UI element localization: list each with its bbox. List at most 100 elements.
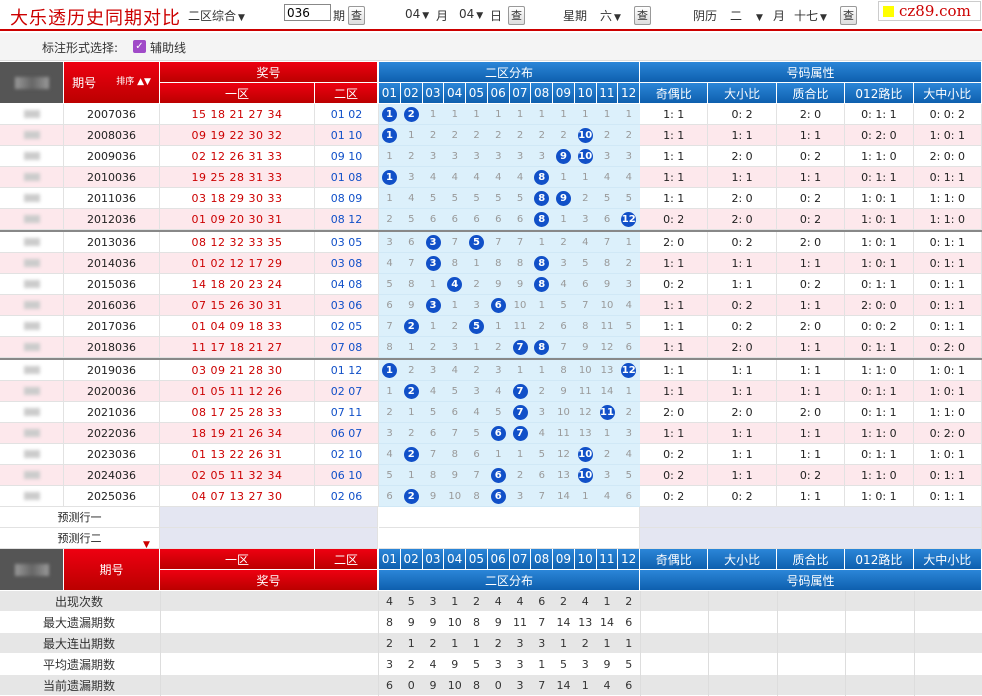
stats-value: 4 [603, 679, 611, 692]
issue-cell: 2016036 [64, 295, 160, 316]
day-label: 日 [490, 9, 503, 23]
miss-count: 1 [603, 109, 611, 120]
miss-count: 3 [560, 258, 567, 269]
stats-value: 9 [603, 658, 611, 671]
miss-count: 2 [625, 130, 632, 141]
miss-count: 1 [516, 109, 524, 120]
stats-value: 14 [556, 616, 571, 629]
distribution-cell: 6 2 9 10 8 6 3 7 14 1 4 6 [379, 486, 640, 507]
avatar [23, 471, 40, 479]
avatar-cell [0, 360, 64, 381]
zone1-footer-header: 一区 [160, 549, 315, 570]
week-query-button[interactable]: 查 [634, 6, 651, 25]
arrow-down-icon[interactable]: ▼ [143, 540, 150, 550]
attr-value: 0: 2 [640, 444, 709, 465]
issue-cell: 2021036 [64, 402, 160, 423]
issue-query-button[interactable]: 查 [348, 6, 365, 25]
attr-header: 大中小比 [913, 83, 982, 104]
miss-count: 6 [625, 491, 632, 502]
hit-ball: 4 [447, 277, 463, 292]
stats-prize-cell [160, 654, 379, 675]
prize-header: 奖号 [160, 62, 378, 83]
miss-count: 2 [560, 237, 567, 248]
issue-input[interactable] [284, 4, 331, 21]
hit-ball: 12 [621, 212, 637, 227]
attr-value: 1: 1 [708, 167, 777, 188]
lunar-month-select[interactable]: 二 ▼ [730, 9, 763, 23]
option-bar: 标注形式选择: ✓ 辅助线 [0, 33, 982, 61]
stats-attr-cell [708, 612, 776, 633]
attr-value: 2: 0 [708, 337, 777, 358]
stats-attr-cell [776, 654, 845, 675]
attribute-footer-header: 号码属性 [640, 570, 982, 591]
lunar-query-button[interactable]: 查 [840, 6, 857, 25]
dist-number-footer: 06 [487, 549, 510, 570]
attr-footer-header: 012路比 [845, 549, 914, 570]
miss-count: 7 [560, 342, 567, 353]
site-logo[interactable]: cz89.com [878, 1, 981, 21]
miss-count: 11 [513, 321, 527, 332]
dist-number-header: 05 [466, 83, 488, 104]
attr-value: 1: 0: 1 [913, 360, 982, 381]
miss-count: 3 [625, 151, 632, 162]
miss-count: 1 [538, 109, 545, 120]
month-select[interactable]: 04 ▼ [405, 7, 430, 21]
miss-count: 2 [408, 428, 415, 439]
miss-count: 2 [625, 258, 632, 269]
avatar-cell [0, 274, 64, 295]
miss-count: 2 [429, 130, 437, 141]
miss-count: 1 [625, 237, 632, 248]
week-select[interactable]: 六 ▼ [600, 9, 621, 23]
table-row: 2021036 08 17 25 28 33 07 11 2 1 5 6 4 5 7 3 10 12 11… [0, 402, 982, 423]
stats-value: 10 [447, 679, 462, 692]
stats-row: 平均遗漏期数 3 2 4 9 5 3 3 1 5 3 9 5 [0, 654, 982, 675]
stats-value: 9 [407, 616, 415, 629]
miss-count: 2 [473, 365, 480, 376]
miss-count: 1 [538, 237, 545, 248]
attr-value: 0: 0: 2 [913, 104, 982, 125]
predict-prize-cell[interactable] [160, 507, 378, 528]
attr-value: 1: 1 [708, 125, 777, 146]
issue-cell: 2015036 [64, 274, 160, 295]
day-select[interactable]: 04 ▼ [459, 7, 484, 21]
hit-ball: 10 [577, 149, 593, 164]
attr-value: 1: 1 [640, 295, 709, 316]
predict-dist-cell[interactable] [379, 528, 640, 549]
dist-number-header: 08 [531, 83, 553, 104]
stats-value: 3 [516, 658, 524, 671]
stats-label: 最大遗漏期数 [42, 616, 115, 630]
miss-count: 6 [429, 428, 437, 439]
date-query-button[interactable]: 查 [508, 6, 525, 25]
miss-count: 3 [625, 428, 632, 439]
stats-value: 11 [513, 616, 527, 629]
stats-value: 5 [473, 658, 480, 671]
predict-attr-cell[interactable] [640, 507, 982, 528]
hit-ball: 7 [512, 340, 528, 355]
miss-count: 6 [386, 300, 393, 311]
attr-value: 1: 1: 0 [913, 188, 982, 209]
zone2-numbers: 03 06 [315, 295, 379, 316]
miss-count: 8 [582, 321, 589, 332]
stats-prize-cell [160, 633, 379, 654]
stats-attr-cell [913, 591, 982, 612]
attr-value: 1: 0: 1 [845, 209, 914, 230]
predict-prize-cell[interactable] [160, 528, 378, 549]
attr-value: 1: 1: 0 [913, 402, 982, 423]
auxiliary-line-checkbox[interactable]: ✓ [133, 40, 146, 53]
stats-attr-cell [776, 633, 845, 654]
attr-value: 1: 0: 1 [845, 253, 914, 274]
predict-attr-cell[interactable] [640, 528, 982, 549]
stats-value: 4 [494, 595, 502, 608]
zone1-numbers: 01 13 22 26 31 [160, 444, 315, 465]
distribution-footer-header: 二区分布 [379, 570, 640, 591]
sort-icon[interactable]: 排序 ▲▼ [116, 77, 151, 87]
stats-value: 1 [625, 637, 633, 650]
dist-number-header: 06 [487, 83, 510, 104]
predict-dist-cell[interactable] [379, 507, 640, 528]
period-header[interactable]: 期号 排序 ▲▼ [64, 62, 160, 104]
zone-select[interactable]: 二区综合 ▼ [188, 9, 245, 23]
lunar-day-select[interactable]: 十七 ▼ [794, 9, 827, 23]
zone2-numbers: 06 07 [315, 423, 379, 444]
miss-count: 2 [429, 342, 437, 353]
